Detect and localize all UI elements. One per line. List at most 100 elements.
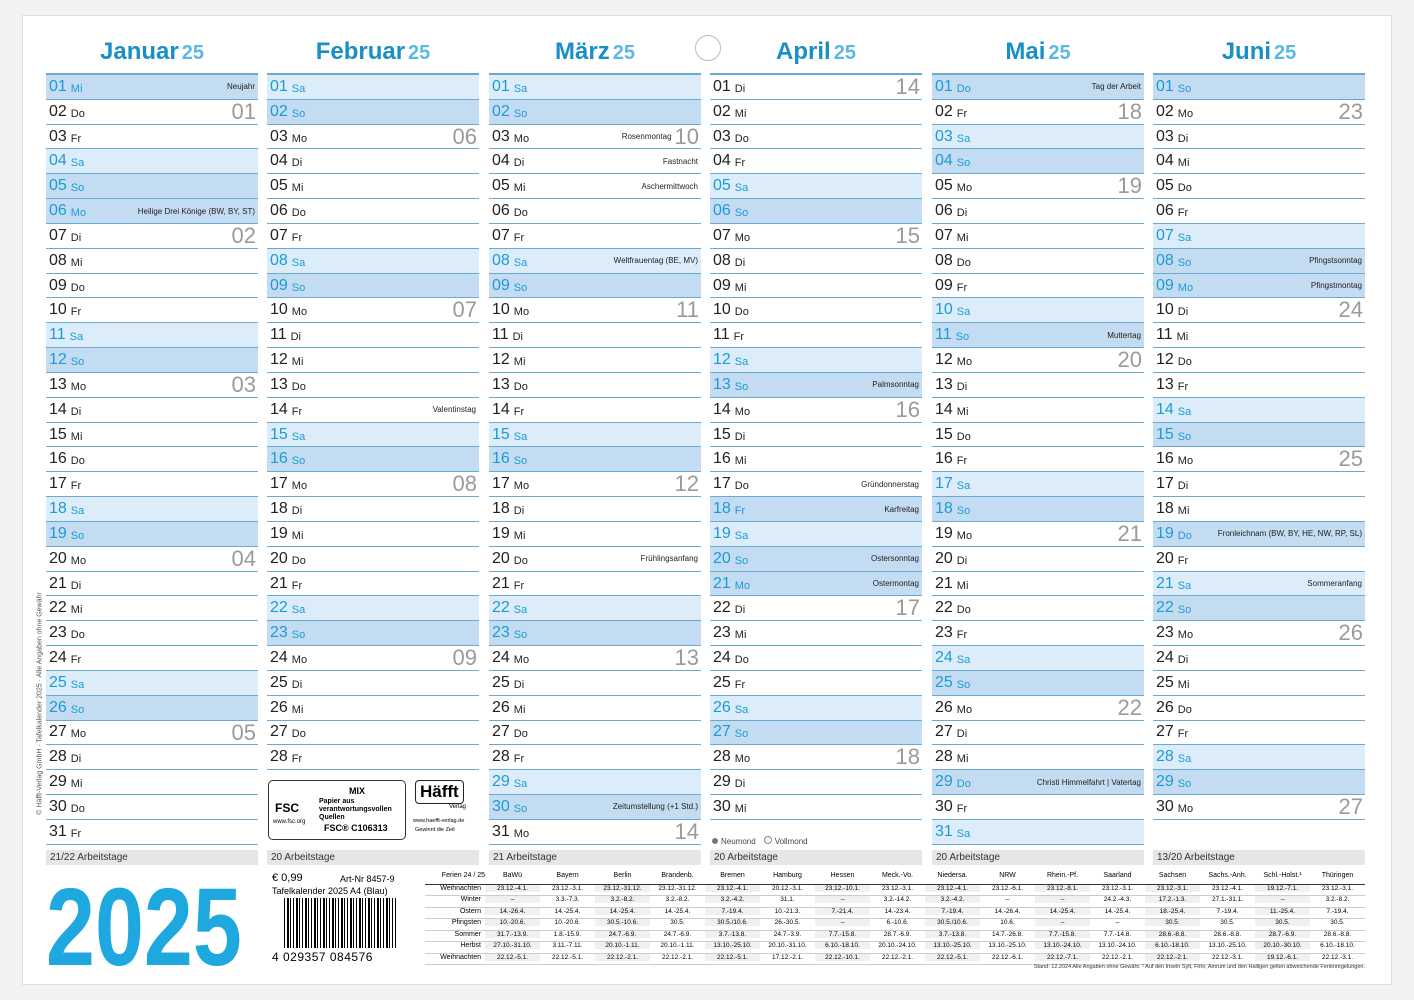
day-number: 17 bbox=[1156, 475, 1174, 493]
month-year: 25 bbox=[833, 42, 856, 64]
day-row: 07 Mo 15 bbox=[710, 223, 922, 249]
cell: 7.-19.4. bbox=[705, 907, 760, 915]
weekday: Di bbox=[512, 331, 523, 344]
holiday: Fastnacht bbox=[662, 156, 698, 166]
weekday: Di bbox=[956, 380, 968, 393]
day-row: 25 Di bbox=[489, 670, 701, 696]
cell: 19.12.-6.1. bbox=[1255, 953, 1310, 961]
cell: 14.-26.4. bbox=[994, 907, 1021, 915]
cell: 20.10.-31.10. bbox=[768, 942, 807, 949]
day-number: 27 bbox=[492, 723, 510, 741]
day-number: 05 bbox=[935, 177, 953, 195]
day-row: 05 Mo 19 bbox=[932, 174, 1144, 200]
day-row: 09 So bbox=[267, 273, 479, 299]
day-number: 17 bbox=[270, 475, 288, 493]
holiday: Pfingstsonntag bbox=[1309, 256, 1362, 266]
cell: 10.-21.3. bbox=[774, 907, 801, 915]
cell: 22.12.-2.1. bbox=[1145, 953, 1200, 961]
day-row: 10 Sa bbox=[932, 298, 1144, 324]
cell: 7.-21.4. bbox=[815, 907, 870, 915]
day-number: 17 bbox=[713, 475, 731, 493]
day-number: 08 bbox=[713, 251, 731, 269]
cell: 3.3.-7.3. bbox=[555, 896, 580, 903]
weekday: Fr bbox=[734, 678, 746, 691]
day-number: 15 bbox=[270, 425, 288, 443]
day-number: 31 bbox=[49, 822, 67, 840]
weekday: Sa bbox=[291, 82, 306, 95]
day-row: 01 Do Tag der Arbeit bbox=[932, 75, 1144, 100]
month-name: April bbox=[776, 38, 831, 65]
weekday: Mo bbox=[70, 554, 87, 567]
weekday: Mo bbox=[513, 306, 530, 319]
weekday: Di bbox=[956, 207, 968, 220]
day-number: 13 bbox=[492, 375, 510, 393]
day-row: 14 Mo 16 bbox=[710, 397, 922, 423]
day-number: 10 bbox=[270, 301, 288, 319]
day-number: 03 bbox=[270, 127, 288, 145]
day-row: 10 Fr bbox=[46, 298, 258, 324]
cell: 3.2.-8.2. bbox=[595, 896, 650, 903]
day-number: 28 bbox=[270, 748, 288, 766]
weekday: Sa bbox=[70, 678, 85, 691]
state: Brandenb. bbox=[661, 872, 694, 879]
day-row: 28 Fr bbox=[489, 745, 701, 771]
weekday: Fr bbox=[1177, 554, 1189, 567]
day-number: 06 bbox=[713, 202, 731, 220]
month-year: 25 bbox=[181, 42, 204, 64]
day-number: 09 bbox=[713, 276, 731, 294]
day-number: 23 bbox=[49, 624, 67, 642]
weekday: Mi bbox=[70, 430, 83, 443]
holiday: Ostersonntag bbox=[870, 554, 919, 564]
day-number: 03 bbox=[1156, 127, 1174, 145]
weekday: Sa bbox=[513, 604, 528, 617]
row-line bbox=[425, 952, 1365, 954]
weekday: Mi bbox=[956, 405, 969, 418]
day-number: 09 bbox=[492, 276, 510, 294]
cell: 14.-25.4. bbox=[595, 907, 650, 915]
day-number: 03 bbox=[713, 127, 731, 145]
day-number: 16 bbox=[935, 450, 953, 468]
day-row: 13 Fr bbox=[1153, 372, 1365, 398]
weekday: So bbox=[70, 182, 85, 195]
day-row: 11 Mi bbox=[1153, 323, 1365, 349]
day-number: 23 bbox=[935, 624, 953, 642]
cell: 23.12.-4.1. bbox=[705, 884, 760, 892]
day-number: 27 bbox=[935, 723, 953, 741]
cell: 23.12.-4.1. bbox=[485, 884, 540, 892]
day-row: 17 Do Gründonnerstag bbox=[710, 472, 922, 498]
weekday: So bbox=[1177, 604, 1192, 617]
day-number: 30 bbox=[1156, 797, 1174, 815]
day-row: 03 Mo 06 bbox=[267, 124, 479, 150]
week-number: 23 bbox=[1338, 99, 1363, 124]
day-number: 19 bbox=[935, 524, 953, 542]
day-number: 20 bbox=[49, 549, 67, 567]
day-number: 15 bbox=[49, 425, 67, 443]
week-number: 16 bbox=[895, 397, 920, 422]
day-row: 02 Fr 18 bbox=[932, 99, 1144, 125]
day-row: 29 Do Christi Himmelfahrt | Vatertag bbox=[932, 770, 1144, 796]
cell: – bbox=[1035, 896, 1090, 903]
weekday: Di bbox=[513, 157, 525, 170]
weekday: Fr bbox=[291, 579, 303, 592]
holiday: Christi Himmelfahrt | Vatertag bbox=[1036, 777, 1141, 787]
day-number: 01 bbox=[713, 77, 731, 95]
weekday: Mi bbox=[513, 356, 526, 369]
cell: 30.5./10.6. bbox=[925, 919, 980, 926]
day-number: 18 bbox=[935, 500, 953, 518]
weekday: Di bbox=[1177, 653, 1189, 666]
cell: 6.10.-18.10. bbox=[1145, 942, 1200, 949]
day-number: 13 bbox=[270, 375, 288, 393]
day-number: 14 bbox=[270, 400, 288, 418]
day-number: 21 bbox=[1156, 574, 1174, 592]
weekday: So bbox=[734, 728, 749, 741]
weekday: So bbox=[513, 281, 528, 294]
day-row: 23 So bbox=[489, 621, 701, 647]
article: Art-Nr 8457-9 bbox=[340, 874, 395, 884]
day-number: 07 bbox=[49, 226, 67, 244]
weekday: So bbox=[513, 629, 528, 642]
day-number: 08 bbox=[49, 251, 67, 269]
cell: – bbox=[815, 896, 870, 903]
week-number: 25 bbox=[1338, 447, 1363, 472]
state: Hessen bbox=[830, 872, 855, 879]
cell: 22.12.-5.1. bbox=[485, 953, 540, 961]
